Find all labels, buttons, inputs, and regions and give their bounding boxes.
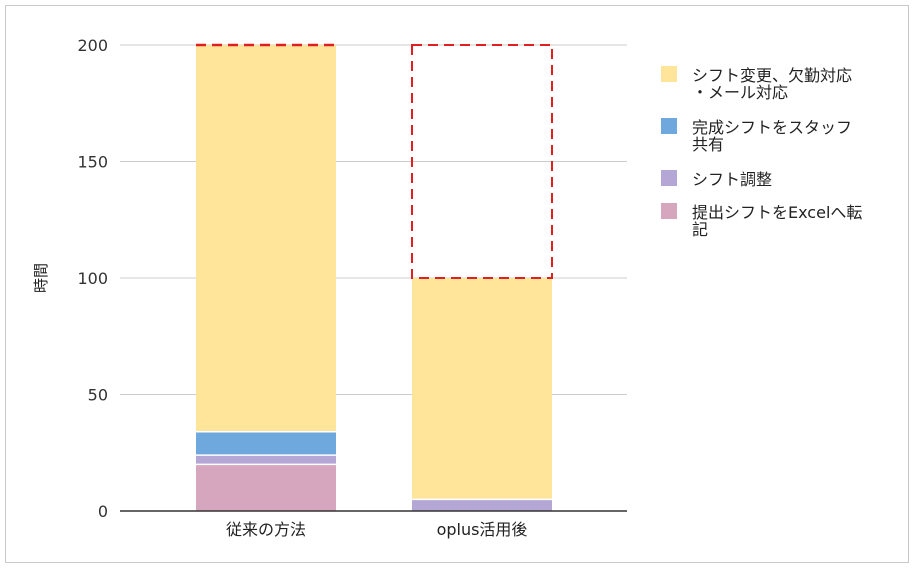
y-tick-label-50: 50: [88, 386, 108, 405]
y-axis-title: 時間: [32, 263, 50, 293]
legend-swatch-1: [661, 118, 677, 134]
dashed-outline-1: [411, 44, 553, 279]
bar-segment-1-3: [412, 278, 552, 500]
legend-label-1-1: 共有: [692, 135, 724, 154]
legend-swatch-3: [661, 203, 677, 219]
legend-label-3-1: 記: [692, 220, 708, 239]
y-tick-label-100: 100: [77, 269, 108, 288]
bar-segment-0-2: [196, 431, 336, 456]
legend-swatch-2: [661, 170, 677, 186]
legend-label-0-0: シフト変更、欠勤対応: [692, 66, 852, 85]
legend-label-1-0: 完成シフトをスタッフ: [692, 118, 852, 137]
bar-segment-1-1: [412, 499, 552, 511]
bar-segment-0-0: [196, 464, 336, 511]
bar-segment-0-1: [196, 455, 336, 465]
y-tick-label-150: 150: [77, 153, 108, 172]
x-category-label-0: 従来の方法: [226, 520, 306, 539]
legend-label-3-0: 提出シフトをExcelへ転: [692, 203, 862, 222]
bar-segment-0-3: [196, 45, 336, 432]
legend-swatch-0: [661, 66, 677, 82]
x-category-label-1: oplus活用後: [437, 520, 528, 539]
y-tick-label-0: 0: [98, 502, 108, 521]
y-tick-label-200: 200: [77, 36, 108, 55]
legend-label-2-0: シフト調整: [692, 170, 772, 189]
legend-label-0-1: ・メール対応: [692, 83, 788, 102]
